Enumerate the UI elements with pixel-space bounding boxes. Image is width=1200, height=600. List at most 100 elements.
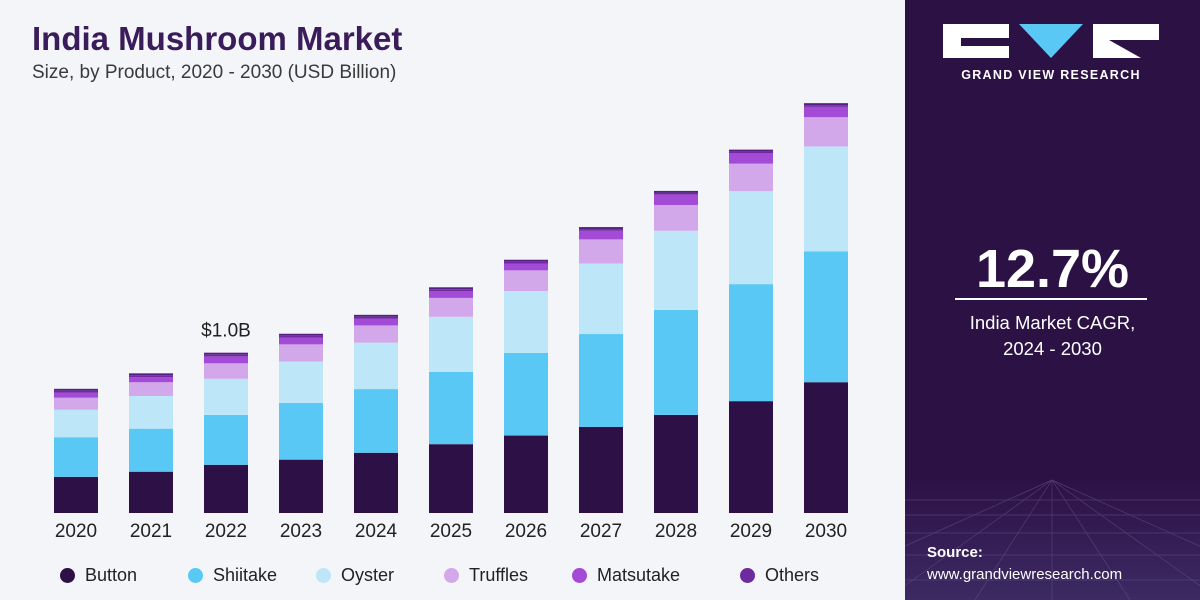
bar-cap-2026 xyxy=(504,259,548,262)
bar-cap-2028 xyxy=(654,190,698,193)
legend-item-button: Button xyxy=(60,562,137,588)
legend-swatch-others xyxy=(740,567,755,583)
bar-segment-oyster-2021 xyxy=(129,395,173,429)
bar-segment-shiitake-2028 xyxy=(654,309,698,415)
legend-item-truffles: Truffles xyxy=(444,562,528,588)
bar-segment-oyster-2024 xyxy=(354,342,398,390)
bar-group-2028 xyxy=(654,190,698,513)
bar-segment-matsutake-2023 xyxy=(279,337,323,345)
legend-label-others: Others xyxy=(765,564,820,585)
bar-segment-truffles-2020 xyxy=(54,397,98,410)
cagr-divider xyxy=(955,298,1147,300)
bar-segment-button-2030 xyxy=(804,382,848,513)
x-tick-label-2026: 2026 xyxy=(505,521,547,542)
legend-label-shiitake: Shiitake xyxy=(213,564,278,585)
bar-segment-button-2021 xyxy=(129,471,173,513)
x-tick-label-2020: 2020 xyxy=(55,521,97,542)
bar-group-2022 xyxy=(204,352,248,513)
legend-item-others: Others xyxy=(740,562,819,588)
bar-segment-shiitake-2021 xyxy=(129,428,173,472)
bar-segment-shiitake-2020 xyxy=(54,437,98,477)
bar-segment-truffles-2026 xyxy=(504,270,548,292)
bar-segment-oyster-2026 xyxy=(504,291,548,353)
bar-segment-others-2029 xyxy=(729,151,773,154)
bar-cap-2029 xyxy=(729,149,773,152)
bar-segment-matsutake-2021 xyxy=(129,377,173,383)
x-tick-label-2029: 2029 xyxy=(730,521,772,542)
legend-label-button: Button xyxy=(85,564,138,585)
info-panel: GRAND VIEW RESEARCH 12.7% India Market C… xyxy=(905,0,1200,600)
bar-segment-button-2027 xyxy=(579,426,623,513)
legend-swatch-truffles xyxy=(444,567,459,583)
legend-label-oyster: Oyster xyxy=(341,564,395,585)
bar-segment-button-2029 xyxy=(729,401,773,513)
bar-segment-matsutake-2030 xyxy=(804,106,848,118)
chart-title: India Mushroom Market xyxy=(32,20,403,57)
bar-cap-2020 xyxy=(54,388,98,391)
legend-label-matsutake: Matsutake xyxy=(597,564,681,585)
bar-segment-shiitake-2025 xyxy=(429,371,473,445)
bar-cap-2022 xyxy=(204,352,248,355)
bar-segment-shiitake-2027 xyxy=(579,334,623,427)
x-tick-label-2027: 2027 xyxy=(580,521,622,542)
bar-segment-button-2026 xyxy=(504,435,548,513)
bar-segment-oyster-2022 xyxy=(204,378,248,415)
bar-segment-truffles-2021 xyxy=(129,382,173,396)
annotation-2022: $1.0B xyxy=(201,321,251,342)
bar-group-2024 xyxy=(354,314,398,513)
grid-floor-decoration xyxy=(905,479,1200,600)
bar-segment-matsutake-2029 xyxy=(729,153,773,164)
bar-segment-matsutake-2028 xyxy=(654,194,698,205)
bar-group-2025 xyxy=(429,287,473,513)
bar-segment-others-2030 xyxy=(804,105,848,107)
bar-segment-button-2024 xyxy=(354,452,398,513)
bar-segment-others-2021 xyxy=(129,375,173,378)
bar-group-2026 xyxy=(504,259,548,513)
bar-segment-matsutake-2020 xyxy=(54,392,98,398)
bar-cap-2021 xyxy=(129,373,173,376)
bar-group-2027 xyxy=(579,227,623,513)
cagr-label-line1: India Market CAGR, xyxy=(969,312,1136,333)
bar-segment-button-2020 xyxy=(54,476,98,513)
bar-segment-matsutake-2026 xyxy=(504,263,548,271)
bar-segment-others-2022 xyxy=(204,354,248,357)
bar-segment-others-2027 xyxy=(579,229,623,231)
bar-cap-2024 xyxy=(354,314,398,317)
legend-item-shiitake: Shiitake xyxy=(188,562,277,588)
bar-segment-others-2025 xyxy=(429,289,473,292)
bar-segment-matsutake-2025 xyxy=(429,291,473,298)
bar-segment-shiitake-2023 xyxy=(279,402,323,460)
legend-item-matsutake: Matsutake xyxy=(572,562,680,588)
cagr-label-line2: 2024 - 2030 xyxy=(1003,338,1102,359)
bar-group-2029 xyxy=(729,149,773,513)
brand-name: GRAND VIEW RESEARCH xyxy=(961,68,1141,82)
bar-segment-others-2023 xyxy=(279,335,323,338)
bar-segment-shiitake-2024 xyxy=(354,389,398,453)
logo-mark-icon xyxy=(943,24,1159,58)
bar-segment-truffles-2023 xyxy=(279,344,323,362)
chart-panel: India Mushroom Market Size, by Product, … xyxy=(0,0,905,600)
bar-segment-truffles-2022 xyxy=(204,363,248,379)
bar-segment-button-2028 xyxy=(654,414,698,513)
bar-segment-oyster-2027 xyxy=(579,263,623,335)
bar-segment-matsutake-2027 xyxy=(579,230,623,240)
legend-item-oyster: Oyster xyxy=(316,562,394,588)
source-link[interactable]: www.grandviewresearch.com xyxy=(927,566,1123,583)
bar-group-2021 xyxy=(129,373,173,513)
legend-swatch-matsutake xyxy=(572,567,587,583)
x-tick-label-2030: 2030 xyxy=(805,521,847,542)
bar-group-2023 xyxy=(279,333,323,513)
bar-group-2020 xyxy=(54,388,98,513)
cagr-value: 12.7% xyxy=(975,239,1130,299)
x-tick-label-2023: 2023 xyxy=(280,521,322,542)
bar-segment-shiitake-2029 xyxy=(729,284,773,402)
cagr-label: India Market CAGR, 2024 - 2030 xyxy=(905,310,1200,362)
x-tick-label-2024: 2024 xyxy=(355,521,398,542)
bar-segment-truffles-2025 xyxy=(429,297,473,317)
stacked-bar-chart: 2020 2021 2022 2023 2024 2025 2026 2027 2028 2029… xyxy=(54,103,848,542)
bar-cap-2027 xyxy=(579,227,623,230)
bar-segment-truffles-2024 xyxy=(354,325,398,343)
x-tick-label-2025: 2025 xyxy=(430,521,472,542)
chart-legend: Button Shiitake Oyster Truffles Matsutake Oth… xyxy=(60,562,880,588)
